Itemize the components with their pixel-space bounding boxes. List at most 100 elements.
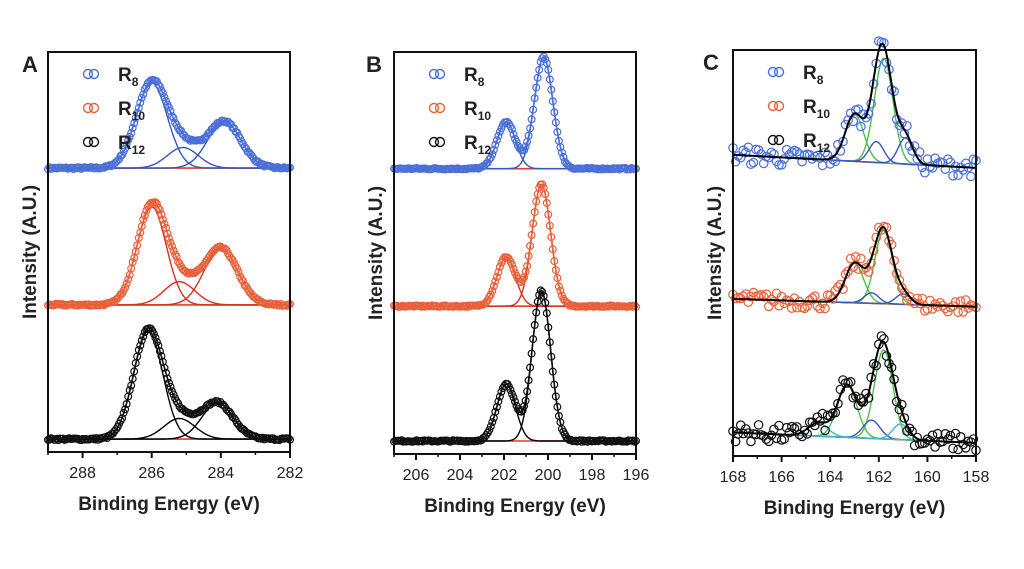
data-point [127, 129, 136, 138]
data-point [856, 253, 866, 264]
data-point [488, 418, 497, 427]
data-point [155, 82, 164, 91]
data-point [820, 425, 830, 436]
x-axis-title: Binding Energy (eV) [424, 496, 606, 517]
data-point [940, 428, 951, 439]
data-point [154, 341, 163, 350]
legend: R8 R10 R12 [82, 65, 145, 157]
data-point [520, 402, 529, 411]
data-point [488, 150, 497, 159]
data-point [122, 140, 131, 149]
data-point [753, 420, 764, 430]
data-point [488, 286, 497, 295]
data-point [486, 290, 495, 299]
data-point [157, 210, 166, 219]
legend-marker [428, 102, 440, 114]
panel-letter: B [366, 52, 382, 77]
data-point [119, 408, 128, 417]
data-point [494, 397, 503, 406]
series-r8 [43, 75, 295, 174]
data-point [807, 293, 818, 304]
data-point [155, 205, 164, 214]
data-point [950, 428, 961, 439]
legend-marker [767, 134, 779, 146]
x-tick-label: 158 [963, 469, 990, 486]
data-point [222, 118, 231, 127]
data-point [758, 431, 769, 441]
data-point [899, 413, 910, 423]
data-point [162, 368, 171, 377]
x-tick-label: 288 [69, 465, 96, 482]
x-tick-label: 160 [914, 469, 941, 486]
data-point [960, 442, 971, 453]
data-point [130, 119, 139, 128]
data-point [139, 332, 148, 341]
data-point [155, 347, 164, 356]
data-point [168, 242, 177, 251]
envelope-fit-line [394, 56, 636, 170]
data-point [930, 442, 940, 452]
data-point [958, 165, 968, 175]
data-point [509, 130, 518, 139]
legend-label: R12 [118, 133, 145, 157]
x-tick-label: 196 [623, 467, 650, 484]
data-point [160, 220, 169, 229]
data-point [492, 403, 501, 412]
series-r12 [43, 324, 295, 445]
data-point [909, 440, 920, 451]
legend: R8 R10 R12 [767, 63, 830, 155]
data-point [863, 267, 874, 277]
panel-c: C 168 166 164 162 160 158 Binding Energy (eV) In… [703, 36, 990, 519]
data-point [508, 125, 517, 134]
legend-marker [428, 136, 440, 148]
data-point [748, 157, 759, 168]
legend-marker [82, 136, 94, 148]
data-point [557, 148, 566, 157]
data-point [761, 289, 772, 299]
data-point [523, 137, 532, 146]
data-point [158, 89, 167, 98]
data-point [57, 300, 66, 309]
data-point [743, 297, 754, 307]
legend-marker [434, 68, 446, 80]
data-point [740, 147, 751, 158]
data-point [868, 245, 879, 256]
legend-label: R12 [464, 133, 491, 157]
component-peak-line [732, 422, 977, 444]
series-r10 [390, 180, 640, 311]
data-point [853, 104, 864, 114]
data-point [827, 294, 838, 304]
data-point [792, 146, 802, 157]
data-point [746, 159, 756, 169]
data-point [799, 303, 810, 314]
series-r12 [390, 286, 640, 446]
data-point [756, 149, 766, 159]
data-point [137, 336, 146, 345]
data-point [118, 414, 127, 423]
legend-label: R10 [803, 97, 830, 121]
data-point [817, 160, 828, 171]
legend-label: R8 [118, 65, 139, 89]
envelope-fit-line [48, 327, 290, 440]
data-point [907, 426, 917, 437]
legend-marker [434, 136, 446, 148]
data-point [139, 90, 148, 99]
panel-a: A 288 286 284 282 Binding Energy (eV) Intensit… [20, 51, 303, 515]
legend-label: R8 [803, 63, 824, 87]
series-r10 [43, 198, 295, 310]
data-point [160, 93, 169, 102]
legend-label: R12 [803, 131, 830, 155]
legend-marker [434, 102, 446, 114]
data-point [136, 341, 145, 350]
data-point [932, 428, 943, 439]
component-peak-line [394, 290, 636, 442]
data-point [810, 291, 820, 301]
data-point [912, 432, 922, 443]
data-point [160, 363, 169, 372]
y-axis-title: Intensity (A.U.) [705, 186, 726, 320]
data-point [158, 215, 167, 224]
data-point [495, 262, 504, 271]
data-point [234, 268, 243, 277]
plot-frame [393, 51, 637, 455]
data-point [963, 303, 974, 313]
